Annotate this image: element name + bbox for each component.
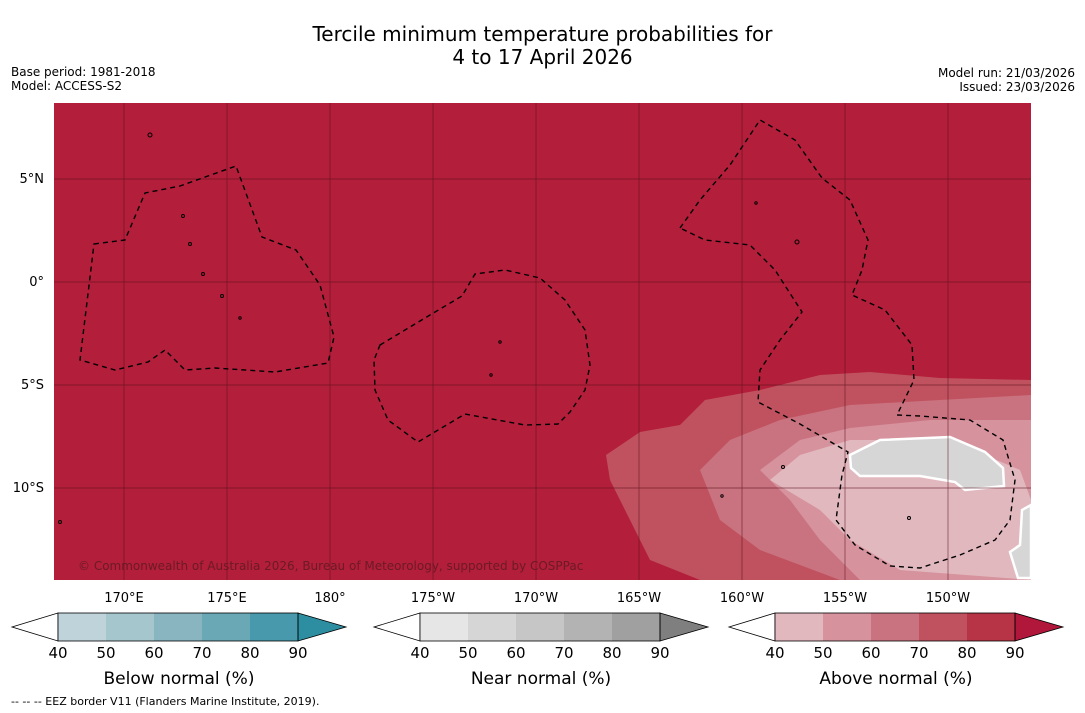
island — [220, 294, 224, 298]
base-period: Base period: 1981-2018 — [11, 65, 156, 79]
colorbar-segment — [154, 613, 202, 641]
island — [720, 494, 724, 498]
colorbar-segment — [823, 613, 871, 641]
lon-label-160w: 160°W — [720, 591, 764, 606]
colorbar-tick: 80 — [957, 644, 976, 662]
colorbar-near-normal: 40 50 60 70 80 90 Near normal (%) — [372, 612, 710, 689]
lon-label-175w: 175°W — [411, 591, 455, 606]
meta-right: Model run: 21/03/2026 Issued: 23/03/2026 — [938, 66, 1075, 94]
colorbar-tick: 40 — [765, 644, 784, 662]
lon-label-175e: 175°E — [207, 591, 247, 606]
colorbar-tick: 70 — [554, 644, 573, 662]
island — [58, 520, 62, 524]
island — [201, 272, 205, 276]
colorbar-segment — [919, 613, 967, 641]
colorbar-title: Near normal (%) — [471, 669, 611, 689]
lon-label-170e: 170°E — [104, 591, 144, 606]
island — [489, 373, 493, 377]
colorbar-frame — [57, 612, 299, 642]
islands — [58, 132, 911, 524]
meta-left: Base period: 1981-2018 Model: ACCESS-S2 — [11, 65, 156, 93]
lat-label-5s: 5°S — [21, 378, 44, 393]
colorbar-segment — [612, 613, 660, 641]
colorbar-tick: 90 — [1005, 644, 1024, 662]
island — [147, 132, 153, 138]
lat-label-10s: 10°S — [13, 481, 44, 496]
eez-footnote: -- -- -- EEZ border V11 (Flanders Marine… — [11, 695, 320, 708]
island — [794, 239, 800, 245]
colorbar-high-arrow — [297, 612, 348, 642]
chart-title-line-1: Tercile minimum temperature probabilitie… — [312, 22, 773, 46]
colorbar-low-arrow — [727, 612, 776, 642]
issued-date: Issued: 23/03/2026 — [959, 80, 1075, 94]
colorbar-tick: 70 — [192, 644, 211, 662]
island — [907, 516, 911, 520]
island — [181, 214, 185, 218]
lat-label-0: 0° — [29, 275, 44, 290]
colorbar-tick: 50 — [813, 644, 832, 662]
colorbar-segment — [250, 613, 298, 641]
eez-kiribati-gilbert — [79, 165, 335, 373]
eez-borders — [79, 119, 1016, 569]
colorbar-tick: 50 — [458, 644, 477, 662]
colorbar-frame — [419, 612, 661, 642]
island — [188, 242, 192, 246]
colorbar-title: Above normal (%) — [819, 669, 972, 689]
colorbar-tick: 40 — [48, 644, 67, 662]
eez-kiribati-phoenix — [373, 269, 591, 443]
colorbar-segment — [106, 613, 154, 641]
island — [781, 465, 785, 469]
colorbar-segment — [564, 613, 612, 641]
colorbar-tick: 90 — [650, 644, 669, 662]
colorbar-segment — [871, 613, 919, 641]
colorbar-high-arrow — [659, 612, 710, 642]
colorbar-tick: 80 — [602, 644, 621, 662]
colorbar-tick: 60 — [861, 644, 880, 662]
island — [754, 201, 758, 205]
island — [238, 316, 242, 320]
colorbar-tick: 60 — [144, 644, 163, 662]
colorbar-tick: 70 — [909, 644, 928, 662]
colorbar-segment — [967, 613, 1015, 641]
colorbar-low-arrow — [10, 612, 59, 642]
graticule — [54, 103, 1031, 580]
model-run: Model run: 21/03/2026 — [937, 66, 1075, 80]
colorbar-below-normal: 40 50 60 70 80 90 Below normal (%) — [10, 612, 348, 689]
colorbar-segment — [58, 613, 106, 641]
model-name: Model: ACCESS-S2 — [11, 79, 123, 93]
colorbar-low-arrow — [372, 612, 421, 642]
colorbar-high-arrow — [1014, 612, 1065, 642]
lon-label-170w: 170°W — [514, 591, 558, 606]
colorbar-tick: 50 — [96, 644, 115, 662]
island — [498, 340, 502, 344]
colorbar-segment — [202, 613, 250, 641]
colorbar-frame — [774, 612, 1016, 642]
colorbar-tick: 40 — [410, 644, 429, 662]
colorbar-segment — [516, 613, 564, 641]
lon-label-150w: 150°W — [926, 591, 970, 606]
colorbar-title: Below normal (%) — [104, 669, 255, 689]
colorbar-tick: 60 — [506, 644, 525, 662]
colorbar-segment — [775, 613, 823, 641]
colorbar-segment — [468, 613, 516, 641]
colorbar-tick: 90 — [288, 644, 307, 662]
lon-label-165w: 165°W — [617, 591, 661, 606]
lat-label-5n: 5°N — [20, 172, 45, 187]
colorbar-above-normal: 40 50 60 70 80 90 Above normal (%) — [727, 612, 1065, 689]
near-normal-zone-east — [1008, 502, 1033, 580]
lon-label-180: 180° — [314, 591, 345, 606]
colorbar-tick: 80 — [240, 644, 259, 662]
eez-kiribati-line — [678, 119, 1016, 569]
colorbar-segment — [420, 613, 468, 641]
copyright-notice: © Commonwealth of Australia 2026, Bureau… — [78, 559, 583, 573]
chart-title-line-2: 4 to 17 April 2026 — [452, 45, 633, 69]
lon-label-155w: 155°W — [823, 591, 867, 606]
